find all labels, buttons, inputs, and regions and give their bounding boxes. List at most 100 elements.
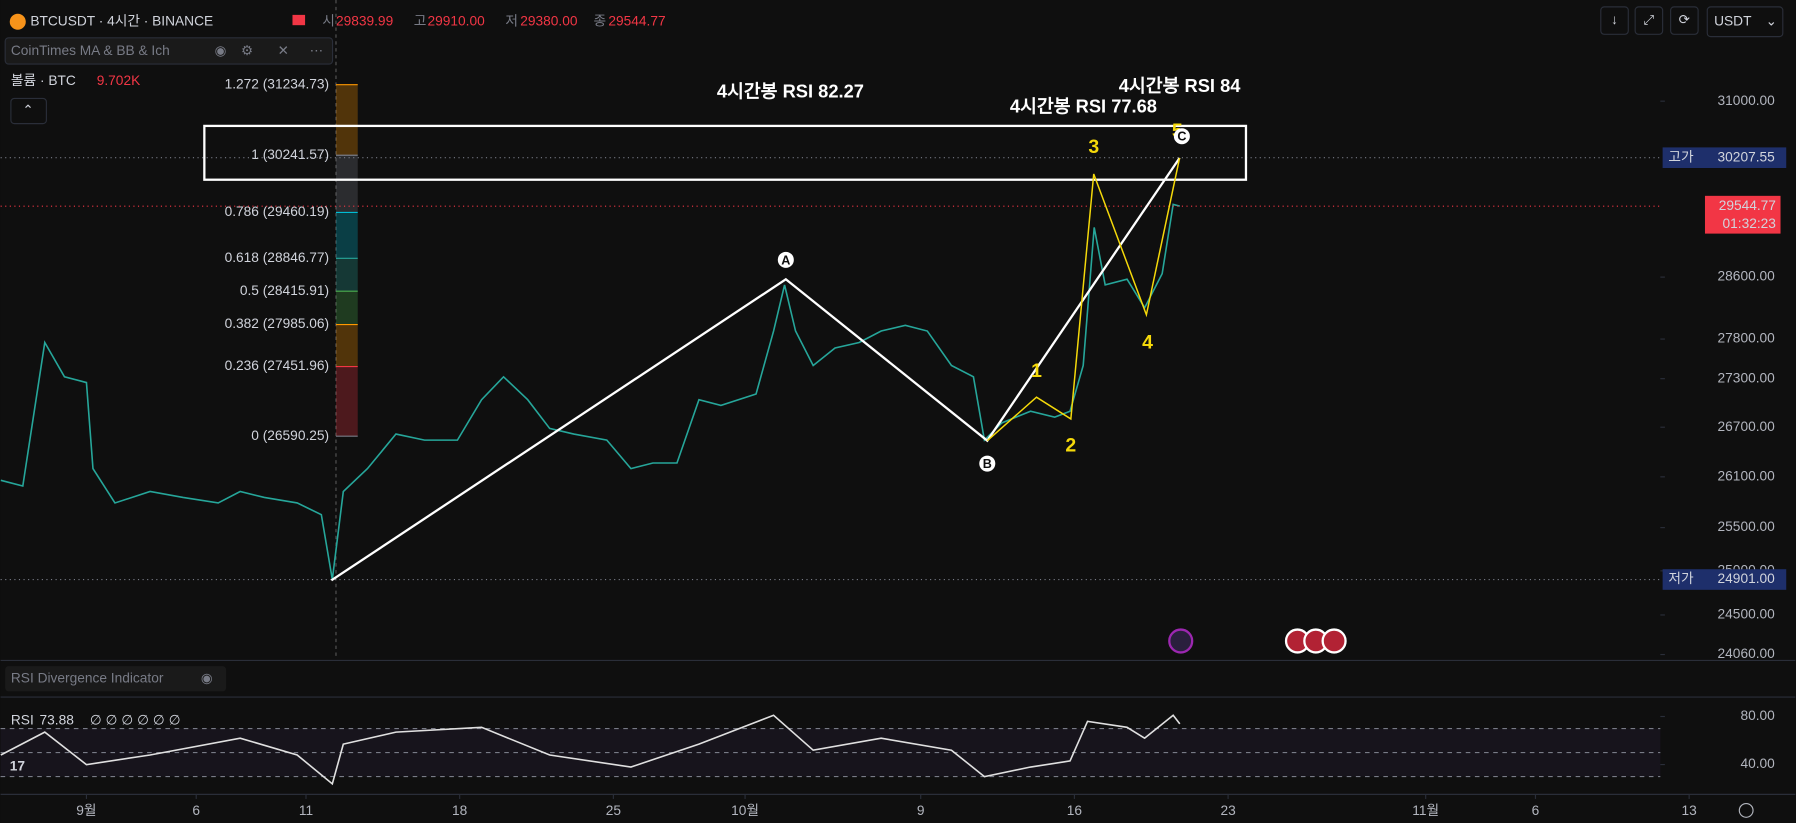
- dropdown-icon[interactable]: ⌄: [1766, 13, 1778, 28]
- wave-label: B: [983, 457, 992, 471]
- wave-label: 2: [1065, 435, 1076, 457]
- fib-level-label: 0 (26590.25): [251, 428, 329, 443]
- currency-select[interactable]: [1706, 6, 1784, 38]
- fib-level-label: 0.5 (28415.91): [240, 283, 329, 298]
- toolbar-icon[interactable]: ⤢: [1643, 12, 1654, 27]
- last-price-box: [1704, 195, 1781, 234]
- y-tick-label: 80.00: [1740, 708, 1775, 723]
- y-tick-label: 27300.00: [1718, 370, 1776, 385]
- fib-zone: [335, 324, 358, 367]
- settings-icon[interactable]: [1738, 802, 1754, 818]
- ohlc-value: 29839.99: [336, 13, 393, 28]
- hide-button[interactable]: ◉: [215, 43, 227, 58]
- remove-button[interactable]: ✕: [278, 43, 290, 58]
- fib-level-label: 0.786 (29460.19): [225, 204, 330, 219]
- currency[interactable]: USDT: [1714, 13, 1752, 28]
- toolbar-button[interactable]: [1670, 6, 1699, 35]
- ohlc-value: 29380.00: [520, 13, 578, 28]
- rsi-label: RSI: [11, 713, 34, 728]
- y-tick-label: 40.00: [1740, 756, 1775, 771]
- indicator-legend[interactable]: [4, 37, 334, 65]
- impulse-wave-line: [986, 157, 1181, 442]
- fib-zone: [335, 366, 358, 437]
- wave-label: C: [1177, 130, 1186, 144]
- x-tick-label: 10월: [731, 803, 759, 818]
- price-level-value: 30207.55: [1718, 149, 1776, 164]
- price-level-box: [1662, 147, 1787, 169]
- last-price-countdown: 01:32:23: [1723, 216, 1777, 231]
- x-tick-label: 18: [452, 803, 468, 818]
- fib-level-label: 1 (30241.57): [251, 147, 329, 162]
- y-tick-label: 24500.00: [1718, 607, 1776, 622]
- ohlc-label: 저: [505, 13, 518, 28]
- y-tick-label: 25500.00: [1718, 519, 1776, 534]
- collapse-icon[interactable]: ⌃: [22, 103, 34, 118]
- wave-circle: [1173, 128, 1190, 145]
- rsi-value: 73.88: [40, 713, 75, 728]
- hide-button[interactable]: ◉: [201, 670, 213, 685]
- event-icon[interactable]: [1168, 628, 1194, 654]
- x-tick-label: 6: [1532, 803, 1540, 818]
- abc-wave-line: [330, 157, 1181, 582]
- wave-label: 3: [1088, 136, 1099, 158]
- toolbar-button[interactable]: [1600, 6, 1629, 35]
- x-tick-label: 9: [917, 803, 925, 818]
- x-tick-label: 6: [192, 803, 200, 818]
- fib-zone: [335, 212, 358, 259]
- symbol-icon: [9, 13, 26, 30]
- logo[interactable]: 17: [10, 759, 26, 774]
- indicator-name[interactable]: CoinTimes MA & BB & Ich: [11, 43, 170, 58]
- indicator-legend[interactable]: [5, 666, 227, 692]
- wave-circle: [979, 455, 996, 472]
- y-tick-label: 26100.00: [1718, 468, 1776, 483]
- wave-label: A: [781, 253, 790, 267]
- y-tick-label: 28600.00: [1718, 269, 1776, 284]
- ohlc-value: 29544.77: [608, 13, 665, 28]
- x-tick-label: 23: [1220, 803, 1236, 818]
- toolbar-icon[interactable]: ⟳: [1679, 12, 1691, 27]
- x-tick-label: 25: [606, 803, 622, 818]
- wave-circle: [777, 251, 794, 268]
- annotation: 4시간봉 RSI 77.68: [1010, 95, 1157, 116]
- collapse-button[interactable]: [10, 97, 47, 125]
- event-icon[interactable]: [1321, 628, 1347, 654]
- toolbar-button[interactable]: [1634, 6, 1664, 35]
- fib-level-label: 0.236 (27451.96): [225, 358, 330, 373]
- fib-zone: [335, 258, 358, 292]
- x-tick-label: 11: [299, 803, 313, 818]
- ohlc-label: 종: [594, 13, 607, 28]
- last-price-value: 29544.77: [1719, 198, 1776, 213]
- x-tick-label: 11월: [1412, 803, 1439, 818]
- y-tick-label: 24060.00: [1718, 646, 1776, 661]
- ohlc-label: 고: [414, 13, 427, 28]
- x-tick-label: 16: [1067, 803, 1083, 818]
- settings-button[interactable]: ⚙: [241, 43, 253, 58]
- annotation: 4시간봉 RSI 82.27: [717, 81, 864, 102]
- series-layer: [0, 157, 1661, 786]
- indicator-name[interactable]: RSI Divergence Indicator: [11, 670, 164, 685]
- more-button[interactable]: ⋯: [310, 43, 324, 58]
- price-level-box: [1662, 569, 1787, 590]
- fib-level-label: 1.272 (31234.73): [225, 76, 330, 91]
- symbol-title[interactable]: BTCUSDT · 4시간 · BINANCE: [30, 13, 213, 28]
- toolbar-icon[interactable]: ↓: [1611, 12, 1618, 27]
- price-level-name: 저가: [1668, 571, 1694, 586]
- x-tick-label: 9월: [76, 803, 96, 818]
- fib-level-label: 0.382 (27985.06): [225, 316, 330, 331]
- fib-zone: [335, 291, 358, 325]
- flag-icon[interactable]: [292, 14, 306, 26]
- price-line: [0, 203, 1181, 580]
- y-tick-label: 31000.00: [1718, 93, 1776, 108]
- ohlc-label: 시: [322, 13, 335, 28]
- ohlc-value: 29910.00: [428, 13, 486, 28]
- price-level-name: 고가: [1668, 149, 1694, 164]
- wave-label: 1: [1031, 360, 1042, 382]
- axis-layer: 31000.00 28600.00 27800.00 27300.00 26700.00…: [76, 93, 1787, 818]
- volume-label: 볼륨 · BTC: [11, 73, 76, 88]
- x-tick-label: 13: [1682, 803, 1698, 818]
- price-line: [0, 714, 1181, 786]
- wave-label: 4: [1142, 332, 1153, 354]
- rsi-extra: ∅ ∅ ∅ ∅ ∅ ∅: [90, 713, 181, 728]
